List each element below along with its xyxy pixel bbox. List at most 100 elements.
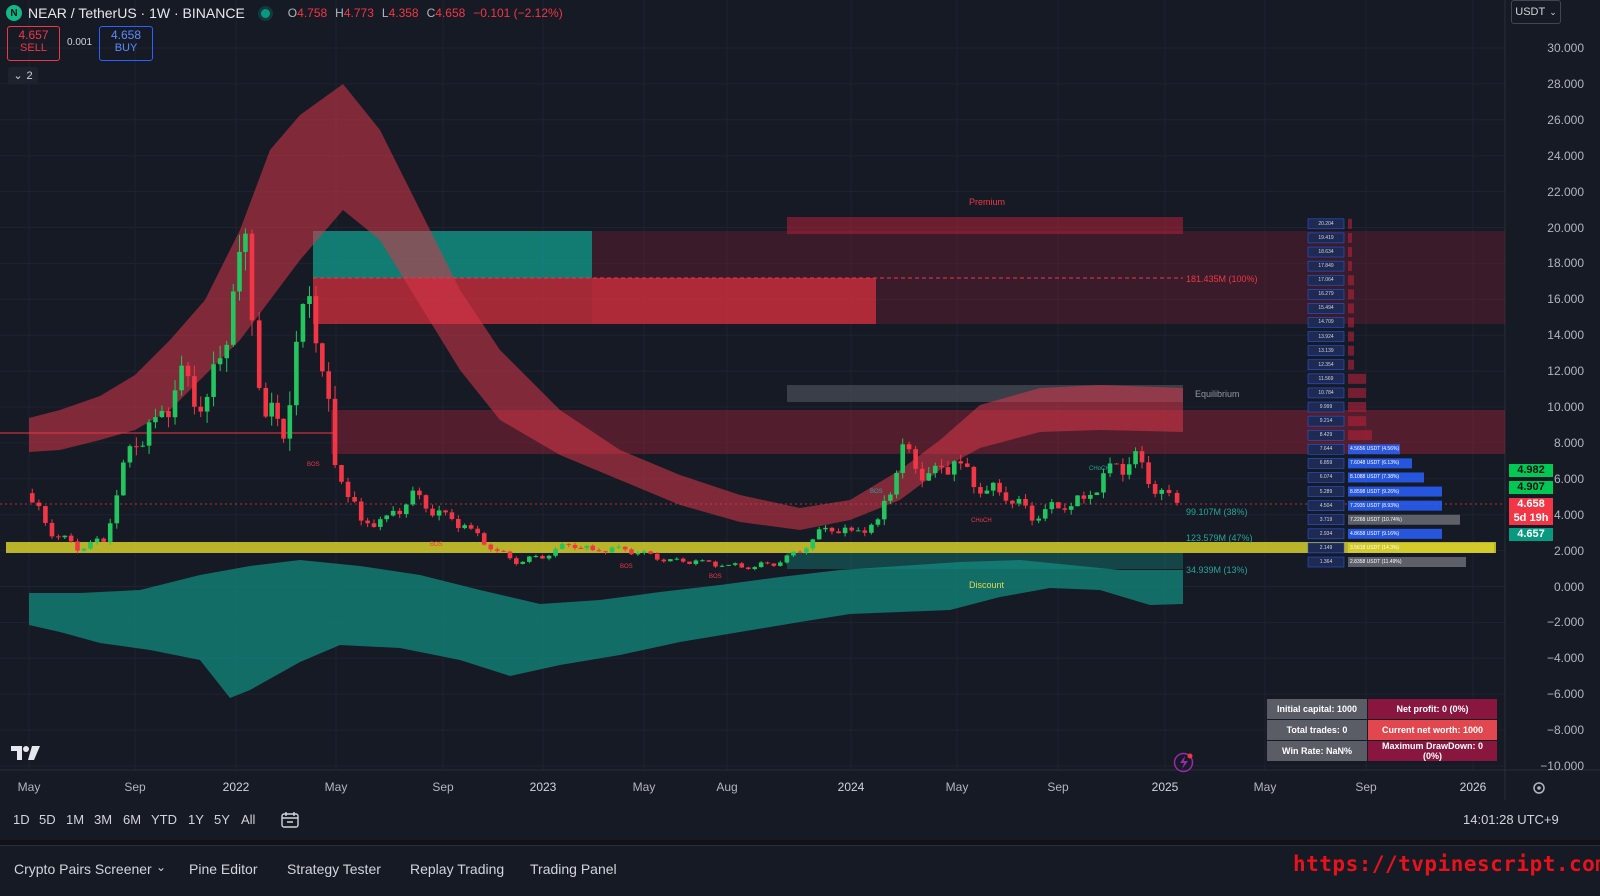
symbol-title[interactable]: NEAR / TetherUS · 1W · BINANCE xyxy=(28,5,245,21)
volume-profile-bar xyxy=(1348,444,1400,455)
lightning-alert-icon[interactable] xyxy=(1173,752,1194,773)
volume-profile-bar xyxy=(1348,275,1354,286)
volume-profile-price: 16.279 xyxy=(1318,291,1334,298)
candle-body xyxy=(706,560,712,562)
sell-button[interactable]: 4.657 SELL xyxy=(7,26,60,61)
candle-body xyxy=(842,527,848,534)
tab-replay-trading[interactable]: Replay Trading xyxy=(410,861,505,877)
candle-body xyxy=(578,547,584,549)
tab-crypto-pairs-screener[interactable]: Crypto Pairs Screener xyxy=(14,861,152,877)
price-tag: 4.657 xyxy=(1509,528,1553,541)
volume-profile-bar xyxy=(1348,514,1460,525)
bos-marker: BOS xyxy=(430,542,443,548)
candle-body xyxy=(590,545,596,551)
buy-button[interactable]: 4.658 BUY xyxy=(99,26,153,61)
chevron-down-icon: ⌄ xyxy=(13,70,23,82)
candle-body xyxy=(134,446,139,448)
bos-marker: BOS xyxy=(620,564,633,570)
candle-body xyxy=(423,495,429,509)
candle-body xyxy=(94,538,100,543)
volume-profile-bar xyxy=(1348,542,1494,553)
candle-body xyxy=(275,402,280,419)
candle-body xyxy=(823,527,828,530)
candle-body xyxy=(121,462,126,496)
premium-label: Premium xyxy=(969,197,1006,207)
timeframe-1y[interactable]: 1Y xyxy=(188,812,204,827)
candle-body xyxy=(410,490,416,505)
time-axis-label: Sep xyxy=(1047,780,1069,794)
volume-profile-bar xyxy=(1348,416,1366,427)
win-rate-cell: Win Rate: NaN% xyxy=(1266,740,1368,762)
volume-profile-price-cell xyxy=(1307,528,1345,540)
candle-body xyxy=(984,490,990,494)
utc-clock[interactable]: 14:01:28 UTC+9 xyxy=(1463,812,1559,827)
volume-profile-price: 17.849 xyxy=(1318,263,1334,270)
timeframe-ytd[interactable]: YTD xyxy=(151,812,177,827)
tab-pine-editor[interactable]: Pine Editor xyxy=(189,861,258,877)
timeframe-5y[interactable]: 5Y xyxy=(214,812,230,827)
price-tag: 4.907 xyxy=(1509,481,1553,494)
price-chart[interactable] xyxy=(0,0,1600,800)
net-profit-cell: Net profit: 0 (0%) xyxy=(1367,698,1498,720)
volume-profile-bar xyxy=(1348,472,1424,483)
currency-label: USDT xyxy=(1515,6,1546,18)
candle-body xyxy=(1088,495,1093,499)
bullish-order-block xyxy=(313,231,592,278)
market-status-icon xyxy=(260,8,270,18)
timeframe-1d[interactable]: 1D xyxy=(13,812,30,827)
settings-gear-icon[interactable] xyxy=(1532,781,1546,795)
volume-profile-price-cell xyxy=(1307,289,1345,300)
candle-body xyxy=(345,481,351,498)
currency-select[interactable]: USDT ⌄ xyxy=(1511,0,1561,24)
volume-profile-price-cell xyxy=(1307,401,1345,413)
candle-body xyxy=(339,465,344,482)
tradingview-logo-icon[interactable] xyxy=(11,744,41,762)
candle-body xyxy=(527,556,532,562)
volume-profile-price-cell xyxy=(1307,387,1345,399)
date-range-icon[interactable] xyxy=(280,810,300,830)
upper-envelope-band xyxy=(29,84,1183,530)
premium-zone xyxy=(787,217,1183,234)
volume-profile-label: 8.8598 USDT (9.26%) xyxy=(1350,488,1400,495)
price-axis-label: −4.000 xyxy=(1546,651,1584,666)
candle-body xyxy=(1139,451,1145,463)
volume-profile-price-cell xyxy=(1307,232,1345,244)
volume-profile-price: 20.204 xyxy=(1318,220,1334,227)
candle-body xyxy=(680,558,686,562)
candle-body xyxy=(566,543,572,545)
candle-body xyxy=(326,371,331,399)
candle-body xyxy=(403,504,409,515)
net-worth-cell: Current net worth: 1000 xyxy=(1367,719,1498,741)
candle-body xyxy=(384,515,390,520)
candle-body xyxy=(1146,462,1151,485)
volume-profile-price-cell xyxy=(1307,260,1345,272)
candle-body xyxy=(313,296,319,344)
candle-body xyxy=(629,549,634,555)
timeframe-all[interactable]: All xyxy=(241,812,256,827)
candle-body xyxy=(146,422,152,446)
timeframe-3m[interactable]: 3M xyxy=(94,812,113,827)
indicators-toggle[interactable]: ⌄ 2 xyxy=(8,67,38,84)
candle-body xyxy=(1081,495,1087,499)
candle-body xyxy=(546,555,552,559)
candle-body xyxy=(514,558,519,564)
volume-profile-price: 5.289 xyxy=(1319,488,1333,495)
volume-profile-label: 2.8358 USDT (11.49%) xyxy=(1350,559,1402,566)
timeframe-6m[interactable]: 6M xyxy=(123,812,142,827)
candle-body xyxy=(501,550,506,552)
candle-body xyxy=(468,525,474,529)
candle-body xyxy=(1094,492,1100,496)
volume-profile-price: 3.719 xyxy=(1319,516,1333,523)
tab-strategy-tester[interactable]: Strategy Tester xyxy=(287,861,381,877)
discount-zone xyxy=(787,553,1183,569)
chevron-down-icon[interactable]: ⌄ xyxy=(156,860,167,874)
candle-body xyxy=(713,561,718,567)
candle-body xyxy=(616,546,622,548)
candle-body xyxy=(1126,464,1132,475)
timeframe-5d[interactable]: 5D xyxy=(39,812,56,827)
price-axis-label: 0.000 xyxy=(1553,579,1584,594)
tab-trading-panel[interactable]: Trading Panel xyxy=(530,861,617,877)
timeframe-1m[interactable]: 1M xyxy=(66,812,85,827)
time-axis-label: May xyxy=(17,780,41,794)
volume-profile-price: 1.364 xyxy=(1319,559,1333,566)
